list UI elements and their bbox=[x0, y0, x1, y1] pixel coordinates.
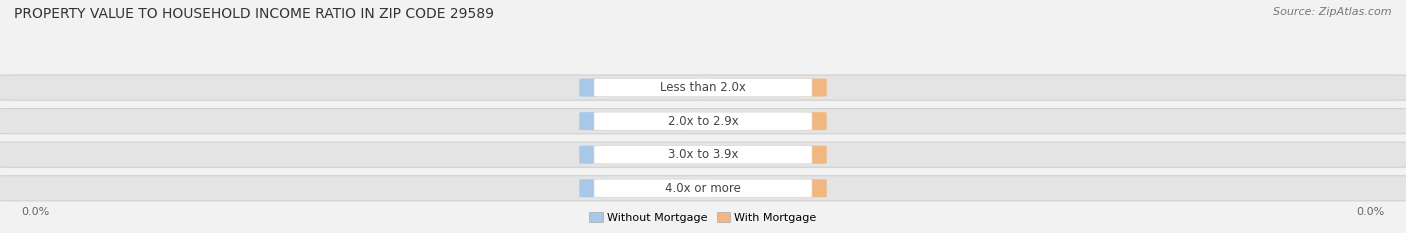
FancyBboxPatch shape bbox=[579, 79, 699, 97]
FancyBboxPatch shape bbox=[593, 79, 813, 97]
FancyBboxPatch shape bbox=[707, 179, 827, 197]
FancyBboxPatch shape bbox=[593, 146, 813, 164]
Text: 2.0x to 2.9x: 2.0x to 2.9x bbox=[668, 115, 738, 128]
Text: 0.0%: 0.0% bbox=[624, 116, 654, 126]
Text: Less than 2.0x: Less than 2.0x bbox=[659, 81, 747, 94]
FancyBboxPatch shape bbox=[707, 146, 827, 164]
FancyBboxPatch shape bbox=[0, 109, 1406, 134]
FancyBboxPatch shape bbox=[707, 79, 827, 97]
Text: PROPERTY VALUE TO HOUSEHOLD INCOME RATIO IN ZIP CODE 29589: PROPERTY VALUE TO HOUSEHOLD INCOME RATIO… bbox=[14, 7, 494, 21]
FancyBboxPatch shape bbox=[0, 142, 1406, 167]
FancyBboxPatch shape bbox=[707, 112, 827, 130]
Text: 0.0%: 0.0% bbox=[752, 83, 782, 93]
Text: 0.0%: 0.0% bbox=[624, 183, 654, 193]
FancyBboxPatch shape bbox=[0, 75, 1406, 100]
FancyBboxPatch shape bbox=[579, 146, 699, 164]
Text: 3.0x to 3.9x: 3.0x to 3.9x bbox=[668, 148, 738, 161]
Text: 4.0x or more: 4.0x or more bbox=[665, 182, 741, 195]
Legend: Without Mortgage, With Mortgage: Without Mortgage, With Mortgage bbox=[588, 210, 818, 225]
Text: 0.0%: 0.0% bbox=[1357, 207, 1385, 217]
FancyBboxPatch shape bbox=[579, 179, 699, 197]
Text: 0.0%: 0.0% bbox=[752, 116, 782, 126]
Text: 0.0%: 0.0% bbox=[21, 207, 49, 217]
FancyBboxPatch shape bbox=[593, 179, 813, 197]
FancyBboxPatch shape bbox=[0, 176, 1406, 201]
FancyBboxPatch shape bbox=[579, 112, 699, 130]
Text: Source: ZipAtlas.com: Source: ZipAtlas.com bbox=[1274, 7, 1392, 17]
FancyBboxPatch shape bbox=[593, 112, 813, 130]
Text: 0.0%: 0.0% bbox=[752, 183, 782, 193]
Text: 0.0%: 0.0% bbox=[624, 150, 654, 160]
Text: 0.0%: 0.0% bbox=[624, 83, 654, 93]
Text: 0.0%: 0.0% bbox=[752, 150, 782, 160]
